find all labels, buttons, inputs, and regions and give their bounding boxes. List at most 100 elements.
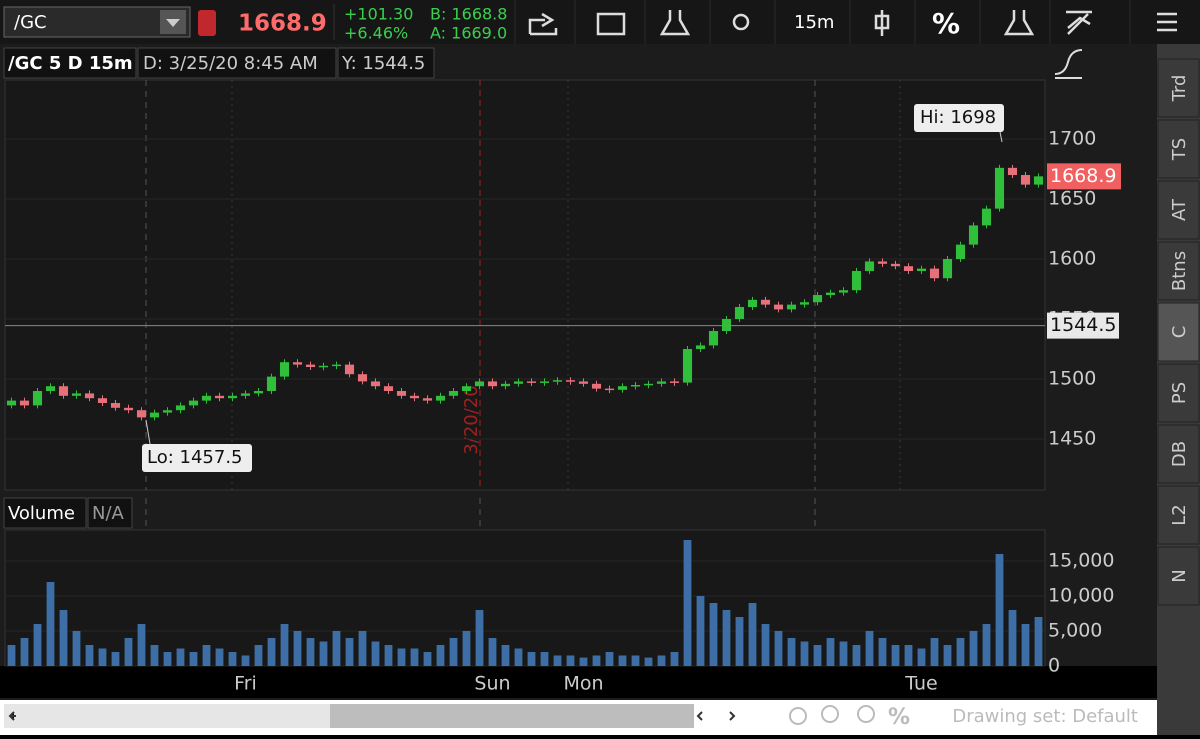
y-tick-label: 1650: [1048, 188, 1096, 210]
candle-body: [266, 376, 277, 392]
candle-body: [890, 263, 901, 267]
scale-icon[interactable]: [1054, 49, 1083, 79]
drawing-set[interactable]: Drawing set: Default: [952, 706, 1138, 727]
volume-bar: [384, 645, 393, 666]
side-tab[interactable]: [1157, 302, 1200, 362]
candle-body: [318, 365, 329, 368]
settings-icon[interactable]: [732, 13, 750, 31]
side-tab[interactable]: [1157, 241, 1200, 301]
volume-bar: [475, 610, 484, 666]
candle-body: [864, 261, 875, 272]
zoom-out[interactable]: [857, 705, 875, 723]
scroll-thumb[interactable]: [330, 704, 694, 728]
volume-bar: [553, 655, 562, 666]
volume-bar: [254, 645, 263, 666]
volume-bar: [774, 631, 783, 666]
interval[interactable]: 15m: [794, 12, 834, 33]
studies-icon[interactable]: [659, 10, 691, 36]
side-tab[interactable]: [1157, 180, 1200, 240]
link-badge[interactable]: [198, 10, 216, 36]
candle-body: [955, 244, 966, 260]
candle-body: [149, 412, 160, 418]
change-pct: +6.46%: [344, 24, 408, 43]
style-icon[interactable]: [874, 10, 890, 36]
lo-pointer: [145, 419, 151, 445]
ask: A: 1669.0: [430, 24, 507, 43]
percent-zoom[interactable]: %: [888, 705, 910, 730]
volume-bar: [358, 631, 367, 666]
candle-body: [474, 381, 485, 387]
volume-bar: [969, 631, 978, 666]
last-price-label: 1668.9: [1050, 165, 1116, 187]
candle-body: [838, 290, 849, 293]
volume-bar: [189, 652, 198, 666]
volume-bar: [267, 638, 276, 666]
candle-body: [669, 381, 680, 383]
candle-body: [383, 386, 394, 392]
share-icon[interactable]: [528, 12, 558, 36]
candle-body: [422, 398, 433, 401]
y-tick-label: 1450: [1048, 428, 1096, 450]
volume-bar: [137, 624, 146, 666]
volume-bar: [20, 638, 29, 666]
y-tick-label: 10,000: [1048, 585, 1114, 607]
side-tab[interactable]: [1157, 424, 1200, 484]
candle-body: [331, 364, 342, 367]
side-tab-label: L2: [1169, 504, 1190, 525]
volume-bar: [722, 610, 731, 666]
cursor-label-box: [1047, 312, 1119, 339]
candle-body: [825, 292, 836, 296]
candle-body: [136, 410, 147, 418]
candle-body: [591, 383, 602, 389]
candle-body: [240, 393, 251, 396]
volume-bar: [579, 657, 588, 666]
candle-body: [6, 400, 17, 406]
candle-body: [409, 395, 420, 399]
drawing-icon[interactable]: [1066, 10, 1092, 35]
volume-bar: [618, 655, 627, 666]
volume-bar: [605, 652, 614, 666]
volume-bar: [761, 624, 770, 666]
candle-body: [981, 208, 992, 226]
side-tab-label: C: [1169, 326, 1190, 339]
volume-bar: [527, 652, 536, 666]
candle-body: [500, 383, 511, 387]
studies-icon-2[interactable]: [1003, 10, 1035, 36]
chart-cursor: Y: 1544.5: [341, 53, 425, 74]
candle-body: [734, 307, 745, 320]
scroll-arrows[interactable]: [696, 711, 736, 721]
volume-bar: [410, 648, 419, 666]
candle-body: [279, 362, 290, 377]
candle-body: [58, 386, 69, 396]
scroll-track[interactable]: [4, 704, 330, 728]
side-tab-label: DB: [1169, 441, 1190, 467]
candle-body: [786, 304, 797, 310]
volume-bar: [293, 631, 302, 666]
price-panel: [4, 79, 1046, 491]
side-tab[interactable]: [1157, 119, 1200, 179]
candle-body: [539, 381, 550, 383]
candle-body: [487, 381, 498, 387]
side-tab[interactable]: [1157, 363, 1200, 423]
side-tab[interactable]: [1157, 546, 1200, 606]
zoom-in[interactable]: [821, 705, 839, 723]
symbol-box[interactable]: [3, 6, 191, 38]
side-tab[interactable]: [1157, 485, 1200, 545]
x-tick-label: Tue: [904, 673, 937, 695]
candle-body: [396, 391, 407, 396]
side-tab[interactable]: [1157, 58, 1200, 118]
candle-body: [1033, 176, 1044, 185]
menu-icon[interactable]: [1157, 12, 1177, 32]
candle-body: [292, 362, 303, 365]
candle-body: [942, 259, 953, 279]
percent-button[interactable]: %: [932, 7, 960, 40]
bid: B: 1668.8: [430, 5, 507, 24]
volume-bar: [306, 638, 315, 666]
notes-icon[interactable]: [596, 12, 626, 36]
volume-bar: [423, 652, 432, 666]
volume-bar: [592, 655, 601, 666]
crosshair-icon[interactable]: [789, 707, 807, 725]
y-tick-label: 1500: [1048, 368, 1096, 390]
candle-body: [110, 403, 121, 408]
